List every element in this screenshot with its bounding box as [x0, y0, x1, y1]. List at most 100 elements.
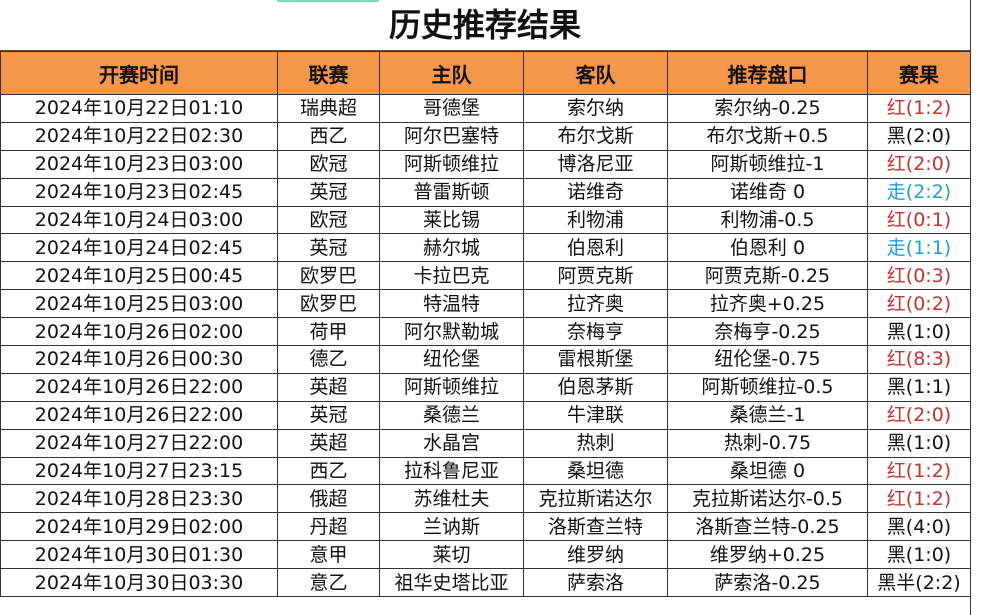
away-team-cell: 洛斯查兰特	[523, 512, 668, 542]
away-team-cell: 诺维奇	[523, 177, 668, 207]
result-cell: 黑(2:0)	[867, 121, 971, 151]
recommended-line-cell: 拉齐奥+0.25	[667, 289, 868, 319]
away-team-cell: 牛津联	[523, 400, 668, 430]
result-cell: 黑(4:0)	[867, 512, 971, 542]
table-row: 2024年10月28日23:30 俄超 苏维杜夫 克拉斯诺达尔 克拉斯诺达尔-0.5 红(…	[0, 484, 971, 514]
match-time-cell: 2024年10月23日03:00	[0, 149, 278, 179]
result-cell: 黑(1:0)	[867, 428, 971, 458]
header-home: 主队	[379, 51, 524, 95]
table-row: 2024年10月24日02:45 英冠 赫尔城 伯恩利 伯恩利 0 走(1:1)	[0, 233, 971, 263]
right-border-line	[970, 0, 971, 615]
league-cell: 欧罗巴	[277, 289, 380, 319]
decorative-top-line	[277, 0, 379, 2]
recommended-line-cell: 阿贾克斯-0.25	[667, 261, 868, 291]
result-cell: 红(2:0)	[867, 149, 971, 179]
page-title: 历史推荐结果	[0, 0, 970, 51]
league-cell: 欧冠	[277, 149, 380, 179]
result-cell: 红(0:2)	[867, 289, 971, 319]
league-cell: 英冠	[277, 177, 380, 207]
result-cell: 黑半(2:2)	[867, 568, 971, 598]
result-cell: 红(8:3)	[867, 345, 971, 374]
table-row: 2024年10月26日22:00 英冠 桑德兰 牛津联 桑德兰-1 红(2:0)	[0, 400, 971, 430]
league-cell: 英冠	[277, 400, 380, 430]
recommended-line-cell: 洛斯查兰特-0.25	[667, 512, 868, 542]
recommended-line-cell: 奈梅亨-0.25	[667, 317, 868, 347]
away-team-cell: 克拉斯诺达尔	[523, 484, 668, 514]
table-row: 2024年10月30日01:30 意甲 莱切 维罗纳 维罗纳+0.25 黑(1:0)	[0, 540, 971, 570]
away-team-cell: 博洛尼亚	[523, 149, 668, 179]
match-time-cell: 2024年10月26日22:00	[0, 372, 278, 402]
away-team-cell: 索尔纳	[523, 94, 668, 123]
recommended-line-cell: 热刺-0.75	[667, 428, 868, 458]
table-row: 2024年10月30日03:30 意乙 祖华史塔比亚 萨索洛 萨索洛-0.25 黑半(2:…	[0, 568, 971, 598]
away-team-cell: 伯恩利	[523, 233, 668, 263]
header-league: 联赛	[277, 51, 380, 95]
match-time-cell: 2024年10月27日23:15	[0, 456, 278, 486]
recommended-line-cell: 桑坦德 0	[667, 456, 868, 486]
home-team-cell: 阿尔默勒城	[379, 317, 524, 347]
away-team-cell: 维罗纳	[523, 540, 668, 570]
league-cell: 俄超	[277, 484, 380, 514]
table-row: 2024年10月23日02:45 英冠 普雷斯顿 诺维奇 诺维奇 0 走(2:2)	[0, 177, 971, 207]
league-cell: 英超	[277, 372, 380, 402]
match-time-cell: 2024年10月29日02:00	[0, 512, 278, 542]
match-time-cell: 2024年10月22日02:30	[0, 121, 278, 151]
home-team-cell: 特温特	[379, 289, 524, 319]
home-team-cell: 拉科鲁尼亚	[379, 456, 524, 486]
result-cell: 黑(1:1)	[867, 372, 971, 402]
match-time-cell: 2024年10月24日03:00	[0, 205, 278, 235]
match-time-cell: 2024年10月30日03:30	[0, 568, 278, 598]
league-cell: 荷甲	[277, 317, 380, 347]
league-cell: 英冠	[277, 233, 380, 263]
result-cell: 红(1:2)	[867, 484, 971, 514]
home-team-cell: 苏维杜夫	[379, 484, 524, 514]
league-cell: 意乙	[277, 568, 380, 598]
away-team-cell: 阿贾克斯	[523, 261, 668, 291]
home-team-cell: 普雷斯顿	[379, 177, 524, 207]
recommended-line-cell: 布尔戈斯+0.5	[667, 121, 868, 151]
away-team-cell: 热刺	[523, 428, 668, 458]
recommended-line-cell: 诺维奇 0	[667, 177, 868, 207]
table-row: 2024年10月29日02:00 丹超 兰讷斯 洛斯查兰特 洛斯查兰特-0.25 黑(4:…	[0, 512, 971, 542]
table-row: 2024年10月25日03:00 欧罗巴 特温特 拉齐奥 拉齐奥+0.25 红(0:2)	[0, 289, 971, 319]
result-cell: 走(1:1)	[867, 233, 971, 263]
home-team-cell: 纽伦堡	[379, 345, 524, 374]
match-time-cell: 2024年10月24日02:45	[0, 233, 278, 263]
table-row: 2024年10月26日00:30 德乙 纽伦堡 雷根斯堡 纽伦堡-0.75 红(8:3)	[0, 345, 971, 374]
match-time-cell: 2024年10月26日22:00	[0, 400, 278, 430]
home-team-cell: 哥德堡	[379, 94, 524, 123]
away-team-cell: 拉齐奥	[523, 289, 668, 319]
away-team-cell: 萨索洛	[523, 568, 668, 598]
home-team-cell: 兰讷斯	[379, 512, 524, 542]
table-row: 2024年10月27日22:00 英超 水晶宫 热刺 热刺-0.75 黑(1:0)	[0, 428, 971, 458]
header-result: 赛果	[867, 51, 971, 95]
header-row: 开赛时间 联赛 主队 客队 推荐盘口 赛果	[0, 51, 971, 95]
match-time-cell: 2024年10月26日00:30	[0, 345, 278, 374]
recommended-line-cell: 萨索洛-0.25	[667, 568, 868, 598]
home-team-cell: 卡拉巴克	[379, 261, 524, 291]
home-team-cell: 赫尔城	[379, 233, 524, 263]
result-cell: 红(1:2)	[867, 456, 971, 486]
away-team-cell: 布尔戈斯	[523, 121, 668, 151]
table-row: 2024年10月27日23:15 西乙 拉科鲁尼亚 桑坦德 桑坦德 0 红(1:2)	[0, 456, 971, 486]
table-row: 2024年10月23日03:00 欧冠 阿斯顿维拉 博洛尼亚 阿斯顿维拉-1 红(2:0)	[0, 149, 971, 179]
league-cell: 瑞典超	[277, 94, 380, 123]
league-cell: 丹超	[277, 512, 380, 542]
match-time-cell: 2024年10月25日03:00	[0, 289, 278, 319]
match-time-cell: 2024年10月23日02:45	[0, 177, 278, 207]
home-team-cell: 祖华史塔比亚	[379, 568, 524, 598]
league-cell: 意甲	[277, 540, 380, 570]
match-time-cell: 2024年10月27日22:00	[0, 428, 278, 458]
away-team-cell: 桑坦德	[523, 456, 668, 486]
match-time-cell: 2024年10月26日02:00	[0, 317, 278, 347]
result-cell: 红(1:2)	[867, 94, 971, 123]
result-cell: 红(0:1)	[867, 205, 971, 235]
match-time-cell: 2024年10月28日23:30	[0, 484, 278, 514]
away-team-cell: 奈梅亨	[523, 317, 668, 347]
league-cell: 西乙	[277, 121, 380, 151]
recommended-line-cell: 克拉斯诺达尔-0.5	[667, 484, 868, 514]
home-team-cell: 桑德兰	[379, 400, 524, 430]
recommended-line-cell: 伯恩利 0	[667, 233, 868, 263]
home-team-cell: 阿斯顿维拉	[379, 149, 524, 179]
result-cell: 走(2:2)	[867, 177, 971, 207]
